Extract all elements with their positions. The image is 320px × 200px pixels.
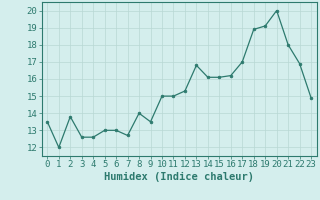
X-axis label: Humidex (Indice chaleur): Humidex (Indice chaleur) bbox=[104, 172, 254, 182]
